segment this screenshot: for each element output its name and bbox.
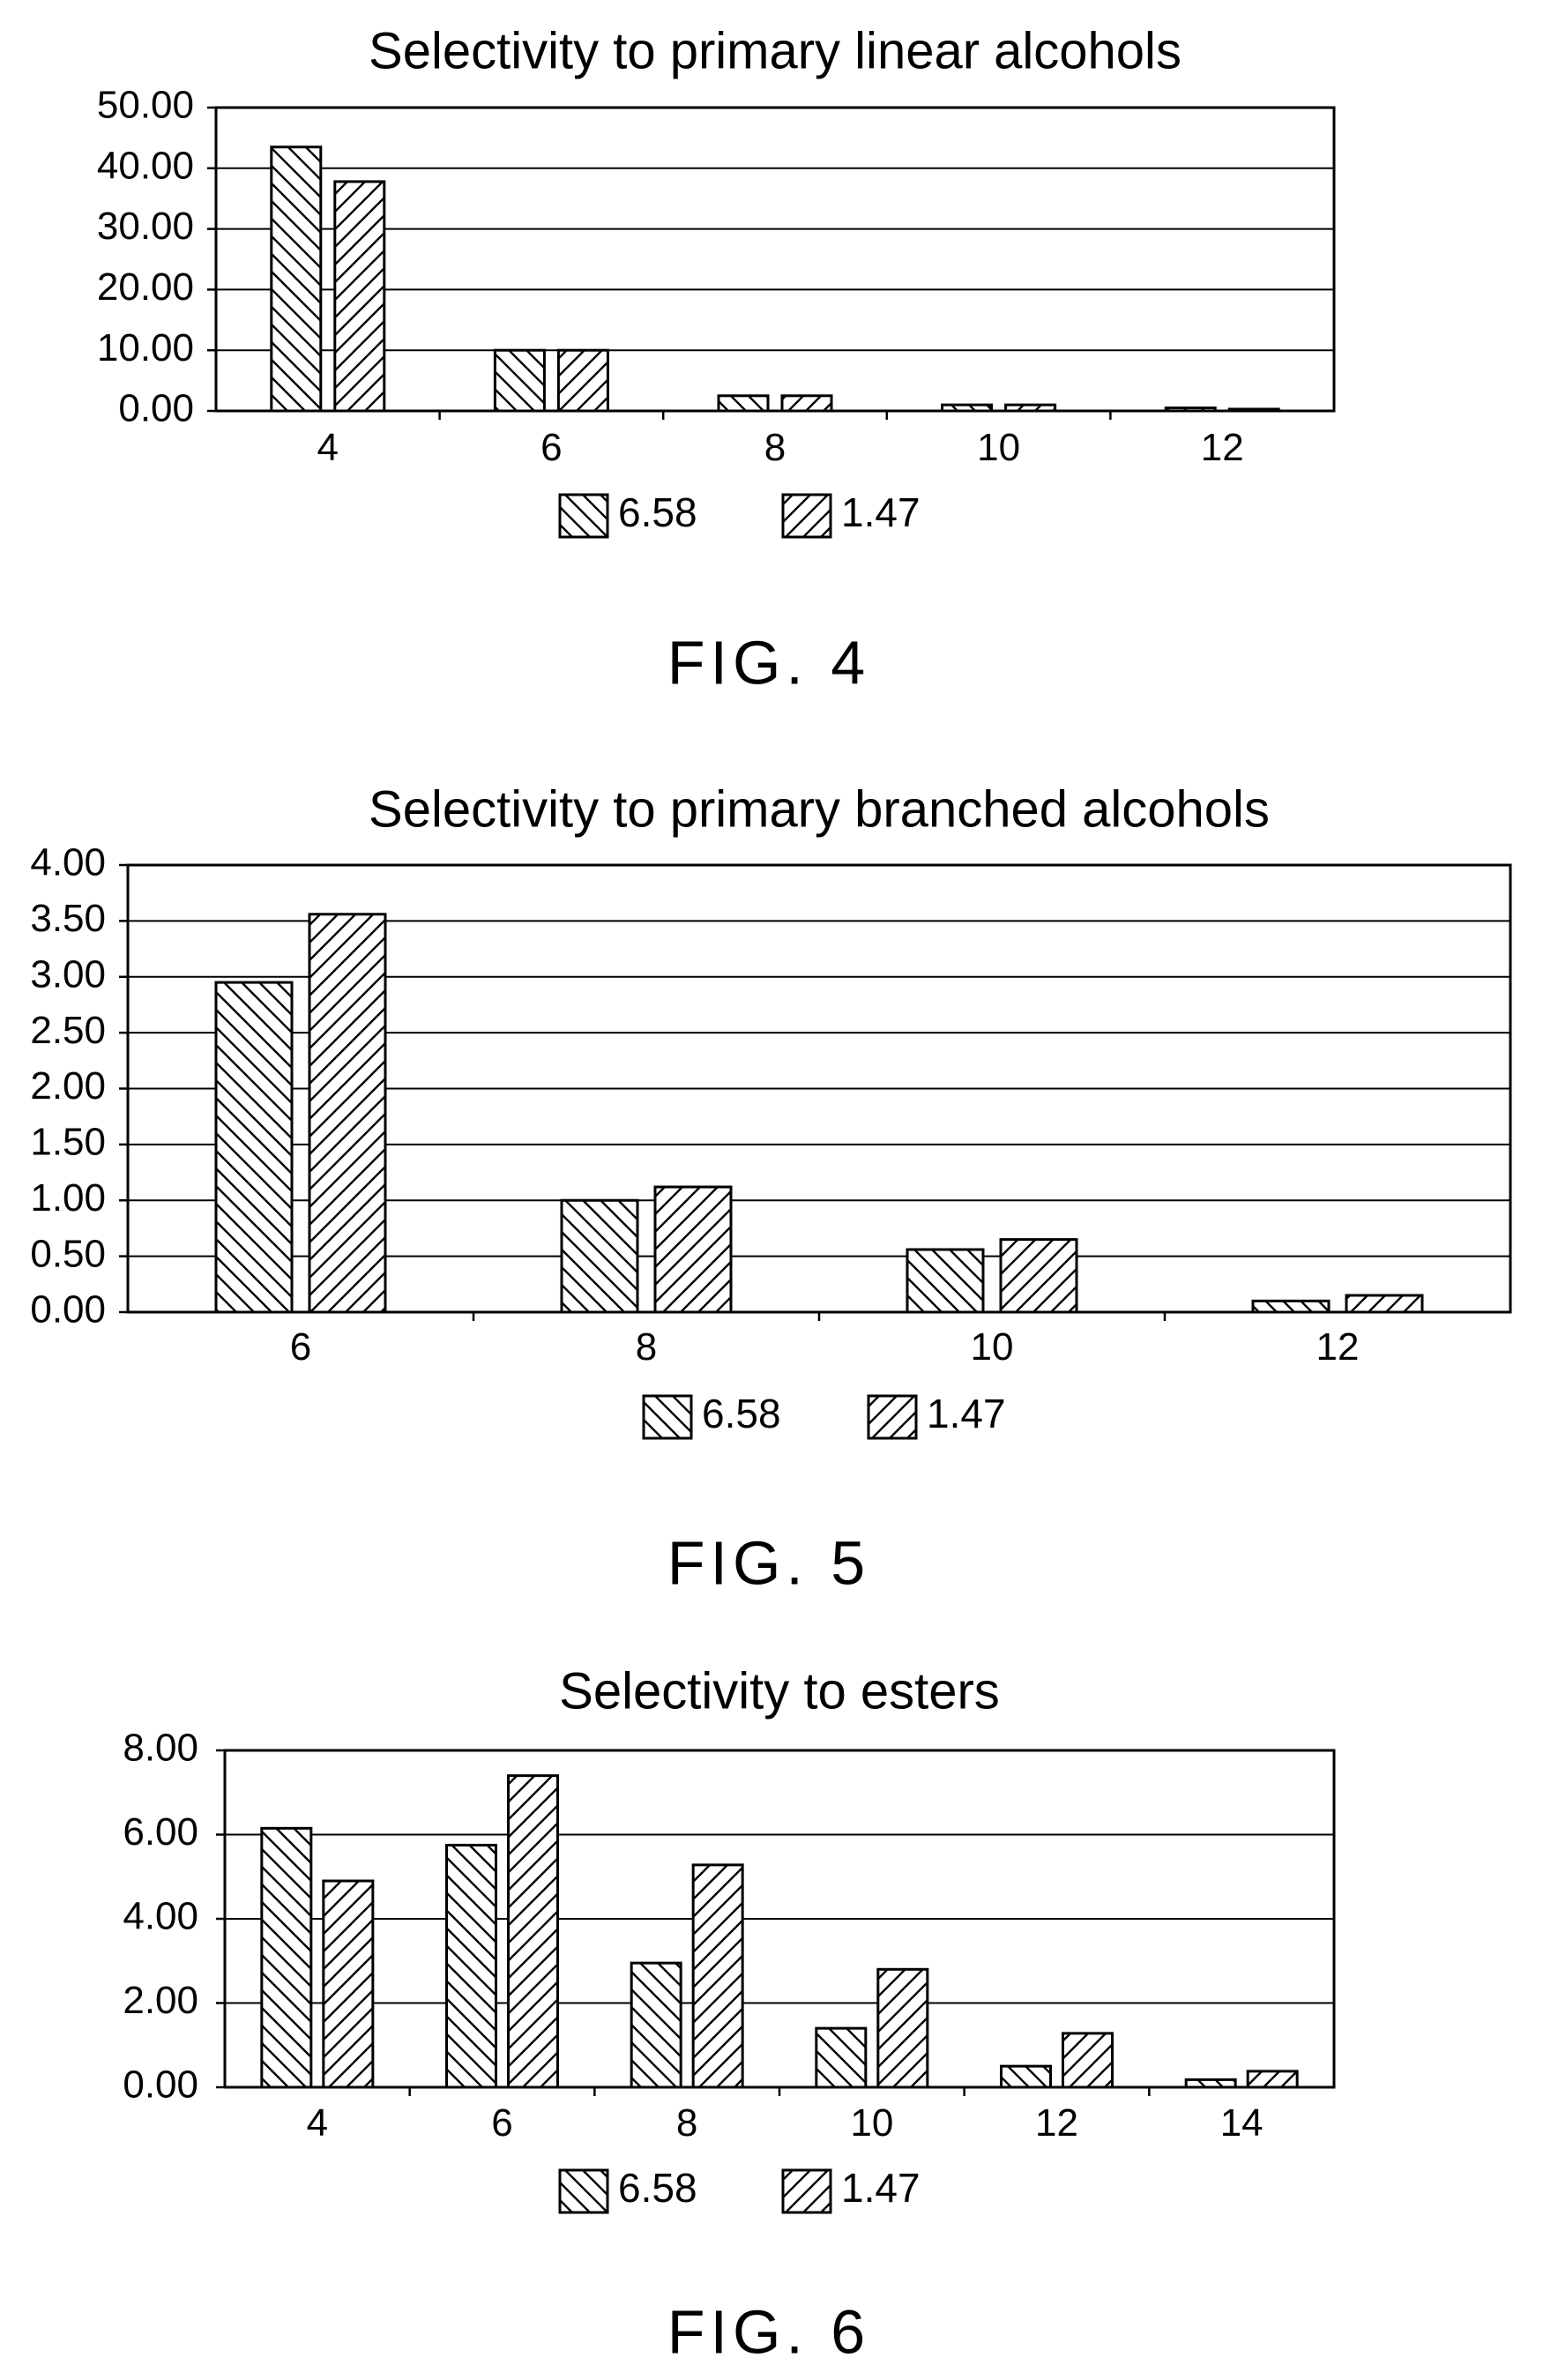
x-tick-label: 12 [1035, 2101, 1078, 2145]
legend-swatch [781, 2168, 832, 2214]
bar-series-1_47-cat-14 [1246, 2070, 1299, 2089]
plot-area-frame [126, 863, 1512, 1314]
legend-label: 1.47 [841, 2165, 921, 2211]
y-tick-label: 3.00 [30, 952, 106, 996]
legend-label: 1.47 [927, 1391, 1006, 1436]
bar-series-6_58-cat-4 [260, 1826, 313, 2089]
x-tick-label: 8 [636, 1325, 657, 1369]
chart-title: Selectivity to primary branched alcohols [369, 780, 1270, 838]
chart-fig6: Selectivity to esters 0.00 2.00 4.00 6.00 8.0… [123, 1662, 1336, 2366]
y-tick-label: 4.00 [30, 841, 106, 884]
bar-series-6_58-cat-6 [214, 981, 294, 1314]
x-tick-label: 6 [290, 1325, 311, 1369]
bar-series-1_47-cat-12 [1345, 1294, 1424, 1314]
x-tick-label: 4 [307, 2101, 328, 2145]
legend-label: 1.47 [841, 489, 921, 535]
bar-series-1_47-cat-10 [876, 1967, 929, 2089]
y-tick-label: 2.00 [30, 1064, 106, 1108]
bar-series-6_58-cat-8 [717, 394, 770, 413]
x-tick-label: 10 [977, 426, 1020, 469]
legend-swatch [558, 2168, 609, 2214]
chart-title: Selectivity to primary linear alcohols [369, 22, 1181, 79]
x-tick-label: 12 [1201, 426, 1244, 469]
y-tick-label: 10.00 [97, 326, 194, 369]
y-tick-label: 0.00 [118, 387, 194, 430]
bar-series-1_47-cat-6 [308, 913, 387, 1314]
bar-series-1_47-cat-4 [333, 180, 386, 413]
y-tick-label: 1.00 [30, 1176, 106, 1220]
bar-series-6_58-cat-12 [1000, 2064, 1052, 2089]
bar-series-6_58-cat-6 [445, 1843, 497, 2089]
y-tick-label: 8.00 [123, 1727, 198, 1770]
x-tick-label: 8 [764, 426, 786, 469]
legend-swatch [867, 1394, 918, 1440]
x-tick-label: 10 [971, 1325, 1014, 1369]
bar-series-1_47-cat-12 [1062, 2032, 1114, 2089]
bar-series-1_47-cat-8 [691, 1863, 744, 2089]
bar-series-1_47-cat-8 [653, 1185, 733, 1314]
bar-series-6_58-cat-6 [493, 348, 546, 413]
legend-swatch [642, 1394, 693, 1440]
y-tick-label: 20.00 [97, 265, 194, 309]
x-tick-label: 12 [1316, 1325, 1360, 1369]
chart-fig4: Selectivity to primary linear alcohols 0.… [97, 22, 1336, 697]
y-tick-label: 6.00 [123, 1810, 198, 1854]
y-tick-label: 50.00 [97, 84, 194, 127]
y-tick-label: 1.50 [30, 1121, 106, 1164]
chart-fig5: Selectivity to primary branched alcohols… [30, 780, 1512, 1597]
x-tick-label: 6 [540, 426, 562, 469]
bar-series-1_47-cat-6 [507, 1774, 559, 2089]
x-tick-label: 6 [491, 2101, 512, 2145]
bar-series-6_58-cat-10 [906, 1248, 985, 1314]
legend-swatch [781, 493, 832, 539]
bar-series-6_58-cat-12 [1251, 1299, 1331, 1314]
x-tick-label: 14 [1220, 2101, 1263, 2145]
y-tick-label: 2.50 [30, 1009, 106, 1052]
legend-label: 6.58 [702, 1391, 781, 1436]
figure-label: FIG. 4 [667, 628, 870, 697]
y-tick-label: 4.00 [123, 1895, 198, 1938]
bar-series-1_47-cat-4 [322, 1879, 375, 2089]
y-tick-label: 0.50 [30, 1232, 106, 1275]
y-tick-label: 0.00 [30, 1288, 106, 1332]
bar-series-6_58-cat-8 [560, 1198, 639, 1314]
legend-swatch [558, 493, 609, 539]
bar-series-1_47-cat-6 [556, 348, 609, 413]
x-tick-label: 8 [676, 2101, 697, 2145]
bar-series-1_47-cat-8 [780, 394, 833, 413]
bar-series-6_58-cat-8 [630, 1961, 682, 2089]
y-tick-label: 0.00 [123, 2063, 198, 2107]
figure-label: FIG. 6 [667, 2297, 870, 2366]
legend-label: 6.58 [618, 489, 697, 535]
figure-label: FIG. 5 [667, 1528, 870, 1597]
plot-area-frame [214, 106, 1336, 413]
plot-area-frame [223, 1749, 1336, 2089]
legend-label: 6.58 [618, 2165, 697, 2211]
x-tick-label: 10 [850, 2101, 893, 2145]
x-tick-label: 4 [317, 426, 339, 469]
bar-series-6_58-cat-4 [270, 145, 323, 413]
chart-title: Selectivity to esters [559, 1662, 1000, 1720]
y-tick-label: 2.00 [123, 1979, 198, 2022]
bar-series-1_47-cat-10 [999, 1238, 1078, 1314]
y-tick-label: 3.50 [30, 897, 106, 940]
bar-series-6_58-cat-10 [815, 2026, 868, 2089]
y-tick-label: 30.00 [97, 205, 194, 248]
y-tick-label: 40.00 [97, 144, 194, 187]
